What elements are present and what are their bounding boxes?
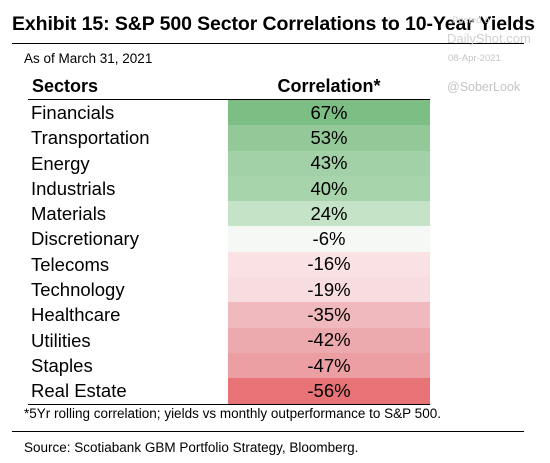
chart-title: Exhibit 15: S&P 500 Sector Correlations …	[12, 13, 535, 35]
watermark-site: DailyShot.com	[447, 31, 531, 46]
sector-label: Industrials	[31, 177, 116, 199]
table-row: Energy 43%	[28, 150, 430, 176]
table-row: Healthcare -35%	[28, 302, 430, 328]
sector-label: Discretionary	[31, 228, 139, 250]
correlation-cell: -16%	[228, 251, 430, 278]
correlation-cell: -42%	[228, 327, 430, 353]
correlation-table: Sectors Correlation* Financials 67% Transp…	[28, 74, 430, 405]
table-bottom-rule	[28, 403, 430, 405]
watermark-date: 08-Apr-2021	[448, 53, 501, 64]
correlation-cell: 43%	[228, 150, 430, 176]
table-row: Staples -47%	[28, 352, 430, 379]
sector-label: Telecoms	[31, 253, 110, 275]
table-body: Financials 67% Transportation 53% Energy 43% I…	[28, 100, 430, 404]
correlation-cell: 53%	[228, 125, 430, 151]
correlation-cell: -6%	[228, 226, 430, 252]
watermark-handle: @SoberLook	[447, 80, 521, 94]
footer-divider	[12, 431, 524, 432]
correlation-cell: 67%	[228, 100, 430, 126]
table-row: Discretionary -6%	[28, 226, 430, 252]
table-row: Telecoms -16%	[28, 251, 430, 278]
sector-label: Technology	[31, 279, 125, 301]
table-row: Real Estate -56%	[28, 378, 430, 404]
correlation-cell: 24%	[228, 201, 430, 227]
table-row: Materials 24%	[28, 201, 430, 227]
sector-label: Staples	[31, 354, 93, 376]
sector-label: Healthcare	[31, 304, 121, 326]
correlation-cell: -35%	[228, 302, 430, 328]
sector-label: Energy	[31, 152, 90, 174]
correlation-cell: 40%	[228, 175, 430, 202]
table-row: Industrials 40%	[28, 175, 430, 202]
correlation-cell: -19%	[228, 277, 430, 303]
title-divider	[12, 43, 524, 44]
sector-label: Transportation	[31, 127, 150, 149]
table-row: Transportation 53%	[28, 125, 430, 151]
sector-label: Real Estate	[31, 380, 127, 402]
sector-label: Materials	[31, 203, 107, 225]
correlation-cell: -47%	[228, 352, 430, 379]
correlation-cell: -56%	[228, 378, 430, 404]
table-row: Financials 67%	[28, 100, 430, 126]
table-row: Utilities -42%	[28, 327, 430, 353]
column-header-sectors: Sectors	[32, 76, 99, 96]
sector-label: Utilities	[31, 329, 91, 351]
watermark-posted: Posted o	[452, 15, 490, 26]
table-header: Sectors Correlation*	[28, 74, 430, 100]
table-row: Technology -19%	[28, 277, 430, 303]
footnote: *5Yr rolling correlation; yields vs mont…	[24, 406, 441, 421]
source-note: Source: Scotiabank GBM Portfolio Strateg…	[24, 440, 359, 455]
sector-label: Financials	[31, 102, 115, 123]
chart-subtitle: As of March 31, 2021	[24, 51, 153, 66]
column-header-correlation: Correlation*	[277, 76, 381, 96]
